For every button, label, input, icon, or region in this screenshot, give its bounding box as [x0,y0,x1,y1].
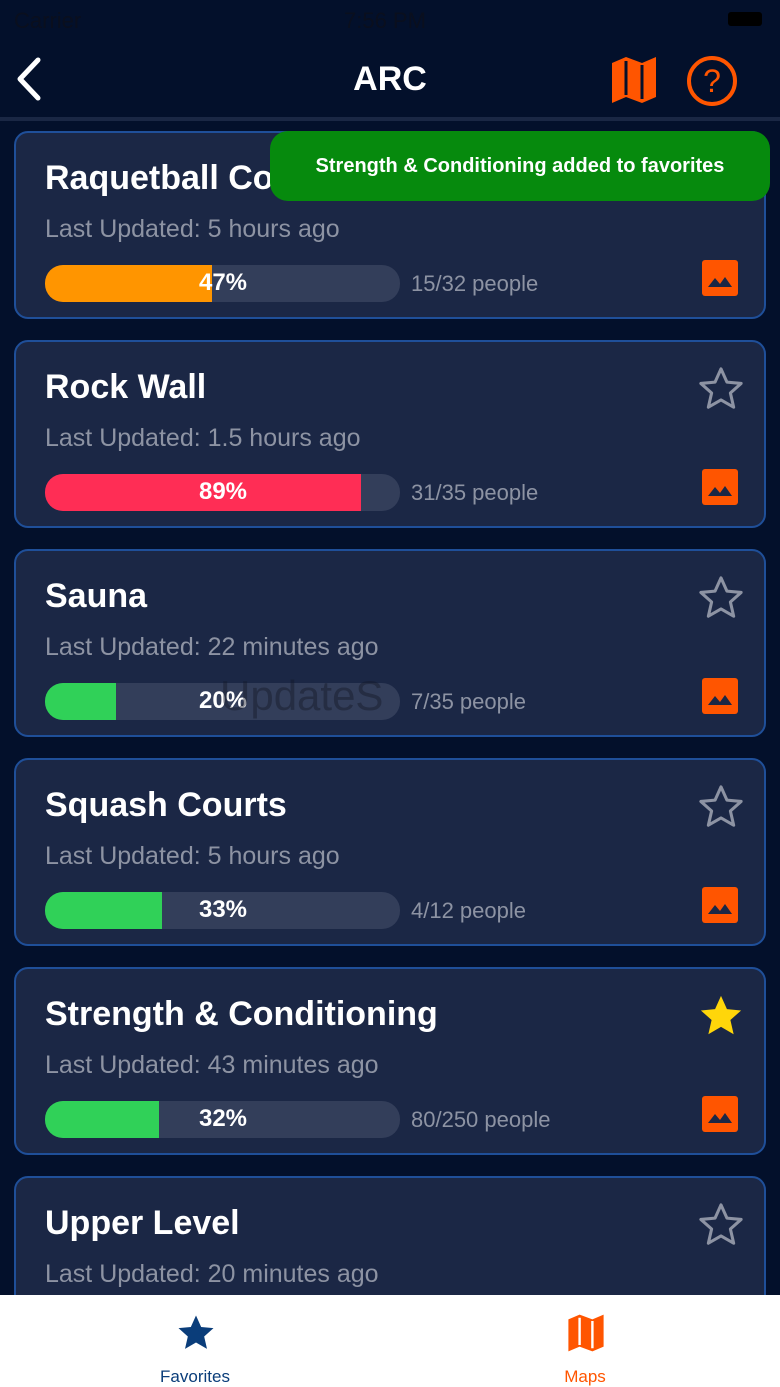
occupancy-fill [45,474,361,511]
occupancy-fill [45,1101,159,1138]
occupancy-bar: 20% [45,683,400,720]
star-outline-icon[interactable] [698,784,744,830]
star-icon [178,1315,214,1349]
facility-card[interactable]: Rock Wall Last Updated: 1.5 hours ago 89%… [14,340,766,528]
last-updated: Last Updated: 1.5 hours ago [45,424,361,452]
image-icon[interactable] [702,469,738,505]
page-title: ARC [353,60,427,98]
facility-name: Squash Courts [45,786,287,824]
occupancy-bar: 89% [45,474,400,511]
people-count: 4/12 people [411,898,526,923]
occupancy-percent: 89% [198,478,248,505]
star-filled-icon[interactable] [698,993,744,1039]
status-bar: Carrier 7:56 PM [0,0,780,40]
loading-overlay-text: UpdateS [220,672,384,719]
last-updated: Last Updated: 22 minutes ago [45,633,379,661]
occupancy-percent: 47% [198,269,248,296]
image-icon[interactable] [702,1096,738,1132]
nav-divider [0,117,780,121]
battery-icon [728,12,762,26]
last-updated: Last Updated: 5 hours ago [45,215,340,243]
svg-text:?: ? [703,63,721,99]
facility-name: Sauna [45,577,148,615]
favorite-toast: Strength & Conditioning added to favorit… [270,131,770,201]
tab-bar: Favorites Maps [0,1295,780,1387]
occupancy-bar: 33% [45,892,400,929]
occupancy-fill [45,892,163,929]
star-outline-icon[interactable] [698,1202,744,1248]
image-icon[interactable] [702,887,738,923]
navigation-bar: ARC ? [0,40,780,118]
back-chevron-icon[interactable] [14,56,44,102]
clock: 7:56 PM [344,8,426,33]
map-icon[interactable] [610,55,658,105]
facility-card[interactable]: Strength & Conditioning Last Updated: 43… [14,967,766,1155]
image-icon[interactable] [702,678,738,714]
image-icon[interactable] [702,260,738,296]
people-count: 7/35 people [411,689,526,714]
tab-maps[interactable]: Maps [390,1295,780,1387]
facility-name: Strength & Conditioning [45,995,438,1033]
last-updated: Last Updated: 43 minutes ago [45,1051,379,1079]
facility-name: Rock Wall [45,368,207,406]
people-count: 80/250 people [411,1107,551,1132]
occupancy-bar: 47% [45,265,400,302]
carrier-label: Carrier [14,8,82,33]
last-updated: Last Updated: 20 minutes ago [45,1260,379,1288]
tab-label: Favorites [160,1367,230,1386]
facility-card[interactable]: Sauna Last Updated: 22 minutes ago 20% 7/… [14,549,766,737]
occupancy-fill [45,265,212,302]
occupancy-bar: 32% [45,1101,400,1138]
occupancy-percent: 32% [198,1105,248,1132]
occupancy-percent: 20% [198,687,248,714]
help-icon[interactable]: ? [686,55,738,107]
people-count: 31/35 people [411,480,539,505]
facility-card[interactable]: Squash Courts Last Updated: 5 hours ago 3… [14,758,766,946]
occupancy-fill [45,683,116,720]
occupancy-percent: 33% [198,896,248,923]
map-icon [568,1314,604,1352]
facility-name: Upper Level [45,1204,240,1242]
last-updated: Last Updated: 5 hours ago [45,842,340,870]
people-count: 15/32 people [411,271,539,296]
star-outline-icon[interactable] [698,366,744,412]
star-outline-icon[interactable] [698,575,744,621]
tab-favorites[interactable]: Favorites [0,1295,390,1387]
tab-label: Maps [564,1367,606,1386]
